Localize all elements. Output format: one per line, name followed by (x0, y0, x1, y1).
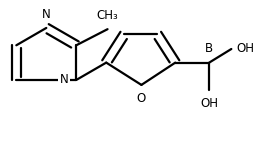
Text: CH₃: CH₃ (97, 9, 118, 22)
Text: OH: OH (237, 42, 255, 56)
Text: O: O (137, 92, 146, 105)
Text: N: N (42, 8, 51, 21)
Text: OH: OH (200, 97, 218, 110)
Text: N: N (60, 74, 68, 86)
Text: B: B (205, 42, 213, 55)
